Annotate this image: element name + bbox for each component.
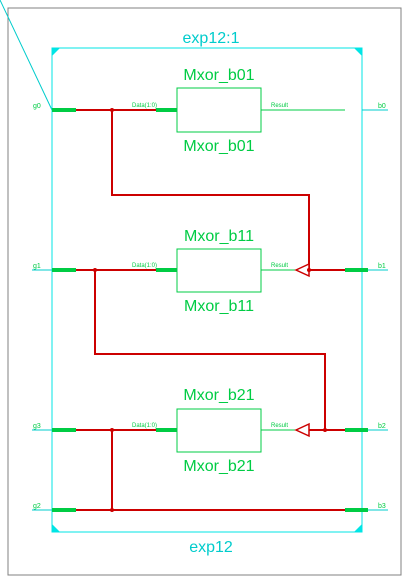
sheet-frame bbox=[7, 7, 402, 576]
block-1-body bbox=[176, 87, 262, 133]
block-2-label-bottom: Mxor_b11 bbox=[184, 298, 254, 315]
block-3-input-label: Data(1:0) bbox=[132, 423, 157, 429]
port-label-g0: g0 bbox=[33, 103, 41, 110]
block-1-output-label: Result bbox=[271, 103, 288, 109]
buffer-b2-icon bbox=[294, 422, 310, 438]
junction-g0 bbox=[110, 108, 114, 112]
port-label-g3: g3 bbox=[33, 423, 41, 430]
block-1-label-top: Mxor_b01 bbox=[183, 67, 254, 84]
corner-marker-tr bbox=[354, 48, 362, 56]
corner-marker-bl bbox=[52, 524, 60, 532]
port-label-g2: g2 bbox=[33, 503, 41, 510]
block-2-label-top: Mxor_b11 bbox=[184, 228, 254, 245]
block-1-input-label: Data(1:0) bbox=[132, 103, 157, 109]
module-type-title: exp12 bbox=[189, 539, 233, 556]
block-2-body bbox=[176, 248, 262, 293]
junction-b2 bbox=[323, 428, 327, 432]
block-1-label-bottom: Mxor_b01 bbox=[183, 138, 254, 155]
block-3-label-top: Mxor_b21 bbox=[183, 387, 254, 404]
corner-marker-br bbox=[354, 524, 362, 532]
block-3-output-label: Result bbox=[271, 423, 288, 429]
port-label-b2: b2 bbox=[378, 423, 386, 430]
port-label-b0: b0 bbox=[378, 103, 386, 110]
port-label-g1: g1 bbox=[33, 263, 41, 270]
port-label-b3: b3 bbox=[378, 503, 386, 510]
port-label-b1: b1 bbox=[378, 263, 386, 270]
module-instance-title: exp12:1 bbox=[183, 30, 240, 47]
corner-marker-tl bbox=[52, 48, 60, 56]
block-2-input-label: Data(1:0) bbox=[132, 263, 157, 269]
net-g0-branch bbox=[111, 110, 310, 270]
junction-b1 bbox=[307, 268, 311, 272]
module-boundary bbox=[51, 47, 363, 533]
block-3-body bbox=[176, 408, 262, 453]
net-g1-branch bbox=[94, 270, 326, 430]
block-2-output-label: Result bbox=[271, 263, 288, 269]
junction-g3 bbox=[110, 428, 114, 432]
junction-g2 bbox=[110, 508, 114, 512]
junction-g1 bbox=[93, 268, 97, 272]
block-3-label-bottom: Mxor_b21 bbox=[183, 458, 254, 475]
port-stub-g0 bbox=[0, 0, 53, 111]
